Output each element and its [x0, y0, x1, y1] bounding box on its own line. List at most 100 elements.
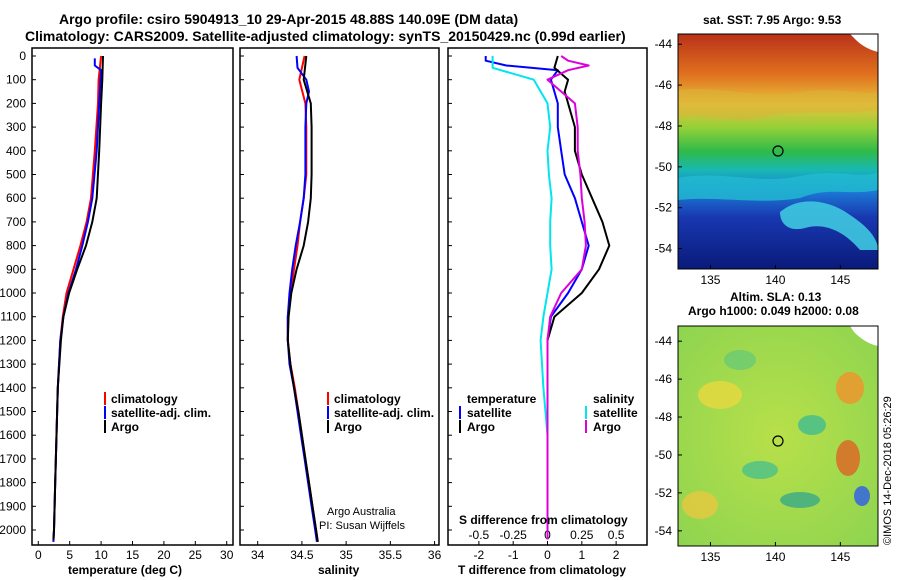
temperature-xlabel: temperature (deg C) — [68, 563, 182, 577]
salinity-tick-label: 35.5 — [379, 548, 403, 562]
difference-legend: temperature satellite Argo salinity sate… — [459, 392, 638, 434]
t-diff-tick-label: 0 — [544, 548, 551, 562]
credit-pi: PI: Susan Wijffels — [319, 520, 405, 532]
depth-tick-label: 1300 — [0, 357, 26, 371]
map-lat-tick-label: -46 — [655, 372, 673, 386]
map-lon-tick-label: 135 — [700, 550, 720, 564]
credit-argo-australia: Argo Australia — [327, 506, 396, 518]
series-line-climatology — [286, 55, 319, 542]
map-lat-tick-label: -52 — [655, 201, 673, 215]
depth-tick-label: 1000 — [0, 286, 26, 300]
legend-sal-argo: Argo — [593, 420, 621, 434]
depth-tick-label: 2000 — [0, 523, 26, 537]
legend-argo: Argo — [111, 420, 139, 434]
t-diff-tick-label: -1 — [508, 548, 519, 562]
map-lat-tick-label: -50 — [655, 160, 673, 174]
legend-salinity-head: salinity — [593, 392, 635, 406]
sst-map-title: sat. SST: 7.95 Argo: 9.53 — [703, 13, 842, 27]
temperature-legend: climatology satellite-adj. clim. Argo — [104, 392, 211, 434]
legend-satellite-adj: satellite-adj. clim. — [111, 406, 211, 420]
temperature-tick-label: 5 — [66, 548, 73, 562]
title-line-2: Climatology: CARS2009. Satellite-adjuste… — [25, 28, 626, 44]
legend-climatology: climatology — [334, 392, 401, 406]
series-line-salinity-argo — [546, 55, 590, 540]
map-lon-tick-label: 145 — [830, 550, 850, 564]
legend-temperature-head: temperature — [467, 392, 537, 406]
map-lat-tick-label: -46 — [655, 78, 673, 92]
depth-axis: 0 100 200 300 400 500 600 700 800 900 1000 1100 1200… — [0, 49, 452, 537]
sla-map-title-2: Argo h1000: 0.049 h2000: 0.08 — [688, 304, 859, 318]
s-diff-tick-label: -0.25 — [500, 528, 528, 542]
depth-tick-label: 500 — [6, 168, 26, 182]
t-difference-xlabel: T difference from climatology — [458, 563, 626, 577]
map-lat-tick-label: -54 — [655, 242, 673, 256]
s-diff-tick-label: 0.5 — [608, 528, 625, 542]
sla-map-frame — [677, 325, 879, 547]
depth-tick-label: 300 — [6, 120, 26, 134]
salinity-panel-frame — [239, 47, 440, 546]
map-lat-tick-label: -48 — [655, 410, 673, 424]
depth-tick-label: 200 — [6, 96, 26, 110]
depth-tick-label: 1900 — [0, 499, 26, 513]
salinity-tick-label: 34.5 — [290, 548, 314, 562]
legend-climatology: climatology — [111, 392, 178, 406]
depth-tick-label: 0 — [19, 49, 26, 63]
temperature-tick-label: 30 — [220, 548, 234, 562]
temperature-tick-label: 25 — [189, 548, 203, 562]
legend-temp-satellite: satellite — [467, 406, 512, 420]
depth-tick-label: 1400 — [0, 381, 26, 395]
map-lat-tick-label: -54 — [655, 524, 673, 538]
depth-tick-label: 100 — [6, 73, 26, 87]
depth-tick-label: 1500 — [0, 405, 26, 419]
depth-tick-label: 400 — [6, 144, 26, 158]
map-lat-tick-label: -44 — [655, 334, 673, 348]
series-line-argo — [286, 55, 319, 542]
depth-tick-label: 900 — [6, 262, 26, 276]
map-lon-tick-label: 140 — [765, 273, 785, 287]
depth-tick-label: 600 — [6, 191, 26, 205]
temperature-tick-label: 10 — [94, 548, 108, 562]
sst-map — [678, 34, 878, 269]
depth-tick-label: 1200 — [0, 333, 26, 347]
salinity-tick-label: 36 — [428, 548, 442, 562]
t-diff-tick-label: 2 — [613, 548, 620, 562]
map-lon-tick-label: 140 — [765, 550, 785, 564]
series-line-argo — [52, 55, 104, 540]
legend-temp-argo: Argo — [467, 420, 495, 434]
temperature-panel-frame — [31, 47, 234, 546]
salinity-legend: climatology satellite-adj. clim. Argo — [327, 392, 434, 434]
salinity-tick-label: 35 — [339, 548, 353, 562]
legend-argo: Argo — [334, 420, 362, 434]
x-axes: 0 5 10 15 20 25 30 34 34.5 35 35.5 36 -2 -1 0 1 2 -0.5 -0.… — [35, 528, 625, 562]
series-line-salinity-satellite — [491, 56, 553, 540]
sla-map-axes: -44 -46 -48 -50 -52 -54 135 140 145 — [655, 334, 851, 564]
depth-tick-label: 1100 — [0, 310, 26, 324]
map-lon-tick-label: 135 — [700, 273, 720, 287]
profile-lines — [52, 55, 611, 542]
sla-map — [678, 326, 878, 546]
sst-map-frame — [677, 33, 879, 270]
s-diff-tick-label: -0.5 — [469, 528, 490, 542]
temperature-tick-label: 20 — [157, 548, 171, 562]
temperature-tick-label: 0 — [35, 548, 42, 562]
s-diff-tick-label: 0.25 — [570, 528, 594, 542]
t-diff-tick-label: 1 — [578, 548, 585, 562]
map-lat-tick-label: -48 — [655, 119, 673, 133]
map-lat-tick-label: -52 — [655, 486, 673, 500]
title-line-1: Argo profile: csiro 5904913_10 29-Apr-20… — [59, 11, 518, 27]
sst-map-axes: -44 -46 -48 -50 -52 -54 135 140 145 — [655, 37, 851, 287]
legend-sal-satellite: satellite — [593, 406, 638, 420]
sla-map-title-1: Altim. SLA: 0.13 — [730, 290, 822, 304]
depth-tick-label: 800 — [6, 239, 26, 253]
series-line-climatology — [52, 55, 103, 542]
t-diff-tick-label: -2 — [474, 548, 485, 562]
map-lat-tick-label: -50 — [655, 448, 673, 462]
salinity-xlabel: salinity — [318, 563, 360, 577]
depth-tick-label: 1600 — [0, 428, 26, 442]
series-line-satellite-adj-clim- — [52, 58, 103, 542]
temperature-tick-label: 15 — [126, 548, 140, 562]
map-lon-tick-label: 145 — [830, 273, 850, 287]
salinity-tick-label: 34 — [251, 548, 265, 562]
depth-tick-label: 1800 — [0, 476, 26, 490]
